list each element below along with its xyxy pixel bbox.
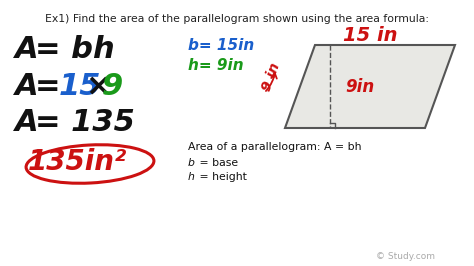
Polygon shape bbox=[285, 45, 455, 128]
Text: = base: = base bbox=[196, 158, 238, 168]
Text: h= 9in: h= 9in bbox=[188, 58, 244, 73]
Text: 9in: 9in bbox=[345, 78, 374, 96]
Text: A: A bbox=[15, 35, 38, 64]
Text: b= 15in: b= 15in bbox=[188, 38, 254, 53]
Text: Ex1) Find the area of the parallelogram shown using the area formula:: Ex1) Find the area of the parallelogram … bbox=[45, 14, 429, 24]
Text: Area of a parallelogram: A = bh: Area of a parallelogram: A = bh bbox=[188, 142, 362, 152]
Text: 15 in: 15 in bbox=[343, 26, 397, 45]
Text: 9: 9 bbox=[102, 72, 123, 101]
Text: 9 in: 9 in bbox=[260, 61, 283, 93]
Text: 15: 15 bbox=[59, 72, 101, 101]
Text: = bh: = bh bbox=[35, 35, 115, 64]
Text: b: b bbox=[188, 158, 195, 168]
Text: © Study.com: © Study.com bbox=[376, 252, 435, 261]
Text: h: h bbox=[188, 172, 195, 182]
Text: 135in²: 135in² bbox=[28, 148, 127, 176]
Text: = 135: = 135 bbox=[35, 108, 135, 137]
Text: A: A bbox=[15, 72, 38, 101]
Text: A: A bbox=[15, 108, 38, 137]
Text: =: = bbox=[35, 72, 71, 101]
Text: ×: × bbox=[85, 72, 110, 101]
Text: = height: = height bbox=[196, 172, 247, 182]
